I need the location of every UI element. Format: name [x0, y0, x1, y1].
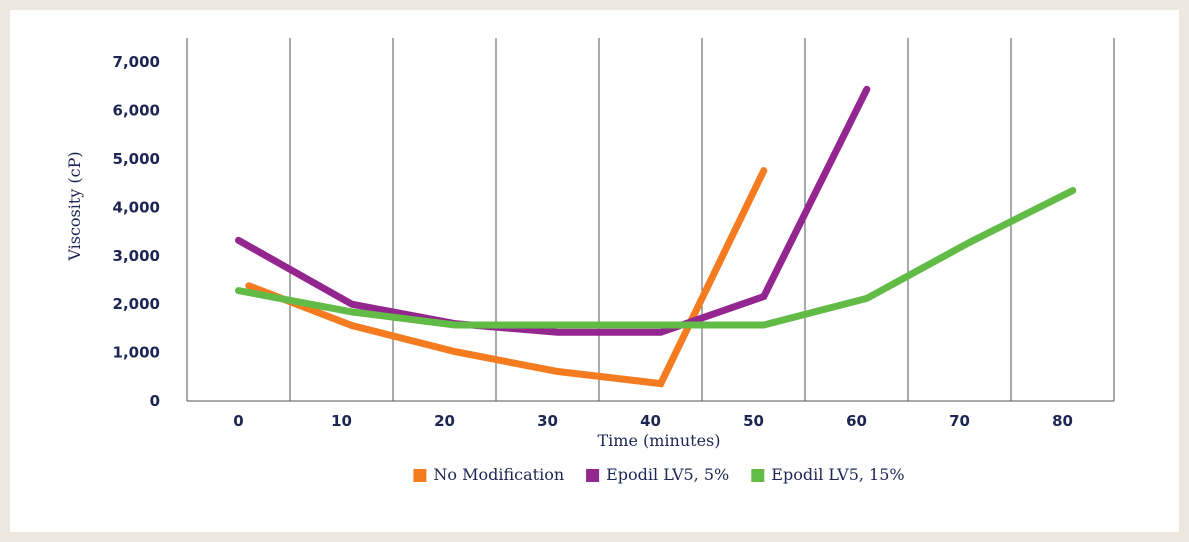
x-tick-label: 20 [434, 412, 455, 430]
y-tick-labels: 0 1,000 2,000 3,000 4,000 5,000 6,000 7,000 [113, 53, 160, 410]
series-lines [235, 85, 1077, 388]
series-line-epodil-lv5-15 [235, 187, 1077, 329]
series-line-epodil-lv5-5 [235, 85, 871, 336]
x-tick-label: 10 [331, 412, 352, 430]
x-tick-label: 40 [640, 412, 661, 430]
x-tick-label: 60 [846, 412, 867, 430]
x-tick-label: 50 [743, 412, 764, 430]
y-tick-label: 1,000 [113, 344, 160, 362]
series-line-no-modification [245, 167, 768, 388]
axes [186, 38, 1114, 402]
y-tick-label: 5,000 [113, 150, 160, 168]
legend-label: Epodil LV5, 15% [771, 465, 904, 484]
x-tick-label: 80 [1052, 412, 1073, 430]
legend-item: Epodil LV5, 5% [586, 465, 729, 484]
vertical-gridlines [289, 38, 1115, 401]
x-axis-title: Time (minutes) [597, 431, 720, 450]
legend-swatch [586, 469, 600, 482]
legend-label: Epodil LV5, 5% [606, 465, 729, 484]
x-tick-label: 70 [949, 412, 970, 430]
x-tick-label: 30 [537, 412, 558, 430]
y-tick-label: 6,000 [113, 102, 160, 120]
legend-item: No Modification [413, 465, 564, 484]
legend: No Modification Epodil LV5, 5% Epodil LV5,… [413, 465, 905, 484]
x-tick-labels: 0 10 20 30 40 50 60 70 80 [233, 412, 1073, 430]
y-tick-label: 4,000 [113, 198, 160, 216]
y-tick-label: 2,000 [113, 295, 160, 313]
y-axis-title: Viscosity (cP) [65, 151, 84, 261]
line-chart: 0 1,000 2,000 3,000 4,000 5,000 6,000 7,000 0 10… [65, 38, 1115, 484]
y-tick-label: 3,000 [113, 247, 160, 265]
legend-swatch [751, 469, 765, 482]
legend-label: No Modification [433, 465, 564, 484]
legend-swatch [413, 469, 427, 482]
legend-item: Epodil LV5, 15% [751, 465, 905, 484]
x-tick-label: 0 [233, 412, 243, 430]
y-tick-label: 7,000 [113, 53, 160, 71]
y-tick-label: 0 [150, 392, 160, 410]
chart-panel: 0 1,000 2,000 3,000 4,000 5,000 6,000 7,000 0 10… [10, 10, 1179, 532]
